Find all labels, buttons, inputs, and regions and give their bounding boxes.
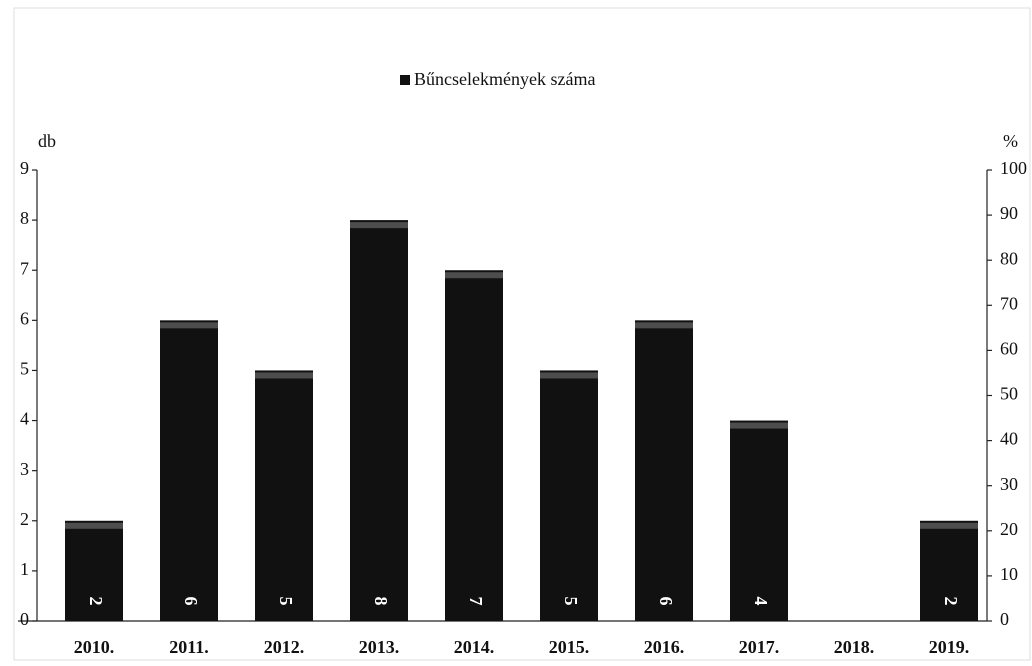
y2-tick-label: 10	[1000, 564, 1018, 584]
y2-tick-label: 90	[1000, 203, 1018, 223]
data-label: 5	[276, 597, 296, 606]
data-label: 7	[466, 597, 486, 606]
bar	[160, 320, 218, 621]
y2-tick-label: 50	[1000, 384, 1018, 404]
bar	[635, 320, 693, 621]
bar	[445, 270, 503, 621]
y2-tick-label: 40	[1000, 429, 1018, 449]
y2-tick-label: 60	[1000, 339, 1018, 359]
data-label: 8	[371, 597, 391, 606]
bar-highlight	[445, 272, 503, 279]
bar	[920, 520, 978, 621]
bar	[730, 420, 788, 621]
bar	[540, 370, 598, 621]
y2-tick-label: 100	[1000, 158, 1027, 178]
y-tick-label: 6	[20, 308, 29, 328]
y-tick-label: 8	[20, 208, 29, 228]
legend-swatch	[400, 75, 410, 85]
x-tick-label: 2012.	[264, 637, 305, 657]
x-tick-label: 2019.	[929, 637, 970, 657]
y2-tick-label: 0	[1000, 609, 1009, 629]
bar-highlight	[65, 522, 123, 529]
data-label: 6	[656, 597, 676, 606]
y-tick-label: 1	[20, 559, 29, 579]
y2-tick-label: 80	[1000, 248, 1018, 268]
y-axis-label: db	[38, 131, 56, 151]
y2-tick-label: 30	[1000, 474, 1018, 494]
y-tick-label: 5	[20, 359, 29, 379]
bar-highlight	[635, 322, 693, 329]
bar-highlight	[255, 372, 313, 379]
x-tick-label: 2014.	[454, 637, 495, 657]
y-tick-label: 9	[20, 158, 29, 178]
bar-highlight	[920, 522, 978, 529]
bar	[255, 370, 313, 621]
bar-highlight	[730, 422, 788, 429]
frame	[13, 7, 1031, 661]
data-label: 5	[561, 597, 581, 606]
y-tick-label: 2	[20, 509, 29, 529]
data-label: 2	[941, 597, 961, 606]
data-label: 4	[751, 597, 771, 606]
bar-highlight	[540, 372, 598, 379]
y2-tick-label: 70	[1000, 293, 1018, 313]
bar-highlight	[350, 222, 408, 229]
bar-highlight	[160, 322, 218, 329]
x-tick-label: 2011.	[169, 637, 209, 657]
y2-tick-label: 20	[1000, 519, 1018, 539]
bar	[65, 520, 123, 621]
legend-label: Bűncselekmények száma	[414, 69, 595, 89]
data-label: 6	[181, 597, 201, 606]
x-tick-label: 2018.	[834, 637, 875, 657]
y-tick-label: 7	[20, 258, 29, 278]
x-tick-label: 2013.	[359, 637, 400, 657]
bar	[350, 220, 408, 621]
x-tick-label: 2010.	[74, 637, 115, 657]
y-tick-label: 4	[20, 409, 29, 429]
y2-axis-label: %	[1003, 131, 1018, 151]
y-tick-label: 0	[20, 609, 29, 629]
x-tick-label: 2017.	[739, 637, 780, 657]
x-tick-label: 2015.	[549, 637, 590, 657]
y-tick-label: 3	[20, 459, 29, 479]
data-label: 2	[86, 597, 106, 606]
x-tick-label: 2016.	[644, 637, 685, 657]
